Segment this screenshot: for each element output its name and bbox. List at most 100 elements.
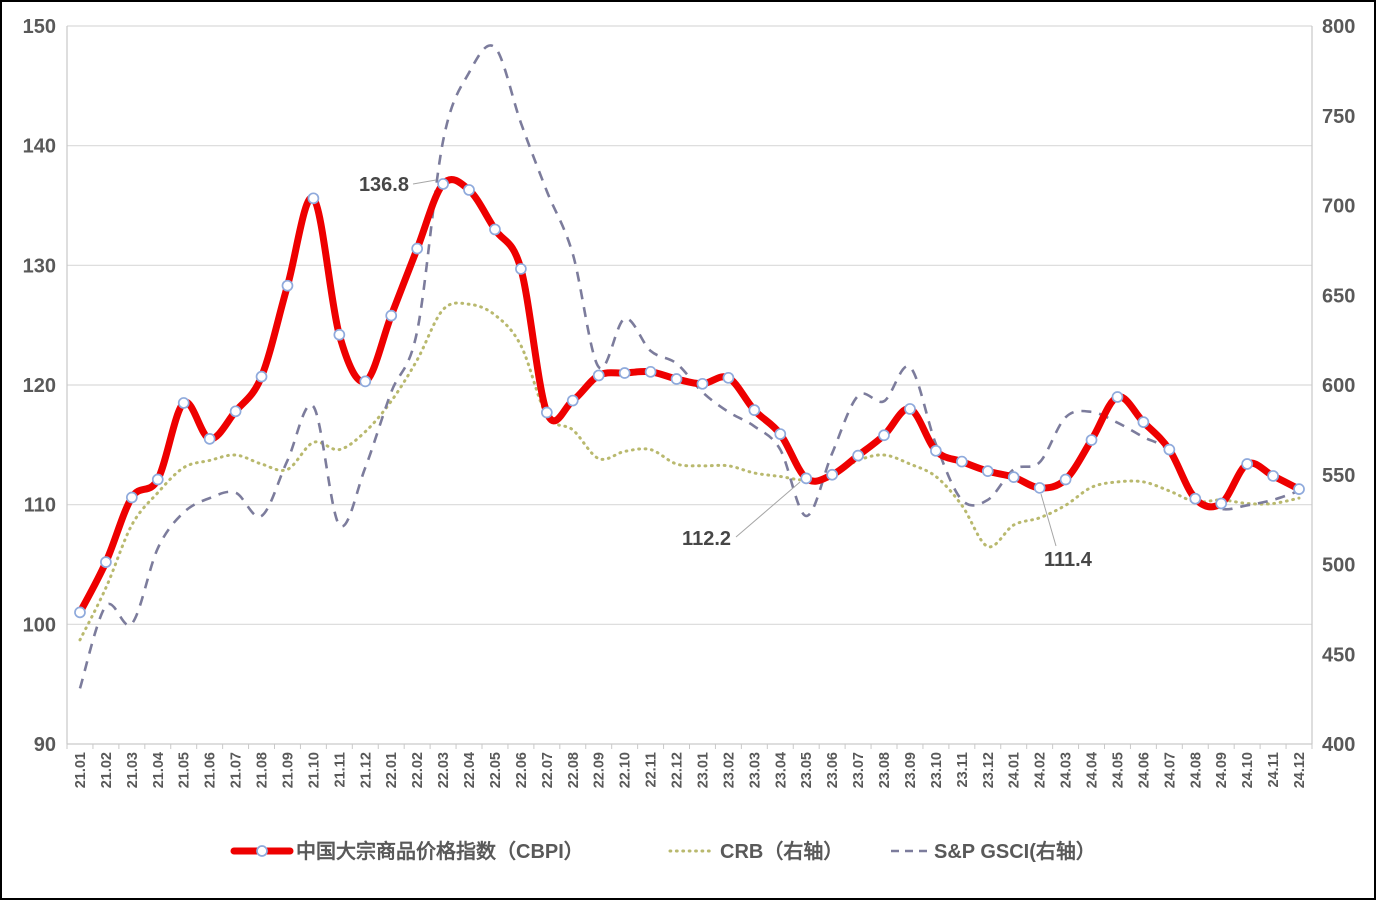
annotation-label: 111.4 bbox=[1044, 549, 1093, 571]
cbpi-marker bbox=[359, 375, 372, 388]
cbpi-marker bbox=[904, 403, 916, 415]
legend-label-gsci: S&P GSCI(右轴） bbox=[934, 839, 1096, 863]
x-axis-tick-label: 22.03 bbox=[436, 752, 452, 788]
y-axis-right-tick-label: 700 bbox=[1322, 196, 1355, 218]
cbpi-marker bbox=[1085, 434, 1098, 446]
cbpi-marker bbox=[385, 309, 398, 322]
x-axis-tick-label: 22.04 bbox=[462, 752, 478, 788]
x-axis-tick-label: 23.03 bbox=[747, 752, 763, 788]
cbpi-marker bbox=[878, 429, 890, 442]
x-axis-tick-label: 24.04 bbox=[1085, 752, 1101, 788]
x-axis-tick-label: 21.06 bbox=[203, 752, 219, 788]
x-axis-tick-label: 21.11 bbox=[332, 752, 348, 788]
x-axis-tick-label: 23.02 bbox=[721, 752, 737, 788]
x-axis-tick-label: 23.09 bbox=[903, 752, 919, 788]
left-axis-labels: 90 100 110 120 130 140 150 bbox=[23, 16, 56, 756]
cbpi-marker bbox=[540, 406, 553, 419]
y-axis-left-tick-label: 150 bbox=[23, 16, 56, 38]
cbpi-marker bbox=[100, 556, 112, 568]
x-axis-tick-label: 23.12 bbox=[981, 752, 997, 788]
x-axis-tick-label: 21.02 bbox=[99, 752, 115, 788]
x-axis-tick-label: 21.10 bbox=[306, 752, 322, 788]
cbpi-marker bbox=[437, 178, 449, 190]
cbpi-marker bbox=[489, 223, 501, 236]
cbpi-marker bbox=[177, 397, 190, 409]
x-axis-tick-label: 22.10 bbox=[618, 752, 634, 788]
cbpi-marker bbox=[1163, 443, 1176, 456]
y-axis-right-tick-label: 800 bbox=[1322, 16, 1355, 38]
cbpi-marker bbox=[644, 365, 657, 378]
cbpi-marker bbox=[748, 404, 761, 416]
y-axis-right-tick-label: 450 bbox=[1322, 644, 1355, 666]
legend-label-crb: CRB（右轴） bbox=[720, 839, 843, 863]
y-axis-left-tick-label: 90 bbox=[34, 734, 56, 756]
cbpi-marker bbox=[463, 184, 475, 196]
cbpi-marker bbox=[566, 394, 579, 407]
x-axis-tick-label: 23.10 bbox=[929, 752, 945, 788]
cbpi-marker bbox=[333, 328, 346, 341]
cbpi-marker bbox=[592, 369, 605, 382]
legend-item-gsci: S&P GSCI(右轴） bbox=[891, 839, 1096, 863]
x-axis-tick-label: 21.04 bbox=[151, 752, 167, 788]
cbpi-marker bbox=[852, 449, 864, 462]
x-axis-tick-label: 23.04 bbox=[773, 752, 789, 788]
cbpi-marker bbox=[1111, 391, 1124, 403]
right-axis-labels: 400 450 500 550 600 650 700 750 800 bbox=[1322, 16, 1355, 756]
y-axis-right-tick-label: 400 bbox=[1322, 734, 1355, 756]
legend-item-cbpi: 中国大宗商品价格指数（CBPI） bbox=[230, 839, 584, 863]
cbpi-marker bbox=[151, 473, 164, 486]
x-axis-tick-label: 21.12 bbox=[358, 752, 374, 788]
x-axis-tick-label: 24.07 bbox=[1162, 752, 1178, 788]
cbpi-marker bbox=[1215, 497, 1228, 510]
x-axis-tick-label: 23.01 bbox=[695, 752, 711, 788]
x-axis-tick-label: 24.01 bbox=[1007, 752, 1023, 788]
annotation-leader bbox=[735, 481, 801, 538]
x-axis-tick-label: 24.03 bbox=[1059, 752, 1075, 788]
cbpi-legend-marker bbox=[256, 845, 268, 857]
cbpi-marker bbox=[774, 428, 787, 440]
y-axis-left-tick-label: 100 bbox=[23, 614, 56, 636]
y-axis-left-tick-label: 110 bbox=[24, 495, 56, 517]
x-axis-tick-label: 23.07 bbox=[851, 752, 867, 788]
gsci-line bbox=[78, 44, 1300, 689]
cbpi-marker bbox=[1241, 458, 1254, 470]
cbpi-marker bbox=[618, 367, 631, 379]
x-axis-tick-label: 23.08 bbox=[877, 752, 893, 788]
cbpi-marker bbox=[800, 472, 813, 485]
cbpi-marker bbox=[696, 377, 709, 390]
x-axis-labels: 21.01 21.02 21.03 21.04 21.05 21.06 21.07 21.08… bbox=[73, 752, 1308, 788]
x-axis-tick-label: 24.05 bbox=[1110, 752, 1126, 788]
x-axis-tick-label: 22.05 bbox=[488, 752, 504, 788]
x-axis-tick-label: 22.12 bbox=[670, 752, 686, 788]
cbpi-marker bbox=[255, 370, 268, 383]
cbpi-marker bbox=[203, 433, 216, 445]
cbpi-marker bbox=[1293, 483, 1305, 495]
legend-item-crb: CRB（右轴） bbox=[668, 839, 843, 863]
cbpi-marker bbox=[670, 373, 683, 385]
cbpi-marker bbox=[826, 468, 839, 481]
x-axis-tick-label: 21.03 bbox=[125, 752, 141, 788]
cbpi-marker bbox=[1189, 492, 1202, 505]
y-axis-right-tick-label: 650 bbox=[1322, 285, 1355, 307]
annotation-leader bbox=[1040, 493, 1057, 547]
y-axis-left-tick-label: 120 bbox=[23, 375, 56, 397]
x-axis-tick-label: 24.12 bbox=[1292, 752, 1308, 788]
x-axis-tick-label: 21.09 bbox=[280, 752, 296, 788]
cbpi-marker bbox=[307, 192, 320, 205]
y-axis-right-tick-label: 750 bbox=[1322, 106, 1355, 128]
x-axis-tick-label: 24.09 bbox=[1214, 752, 1230, 788]
cbpi-marker bbox=[515, 263, 527, 275]
x-axis-tick-label: 22.08 bbox=[566, 752, 582, 788]
cbpi-marker bbox=[74, 606, 86, 619]
x-axis-tick-label: 21.07 bbox=[229, 752, 245, 788]
legend: 中国大宗商品价格指数（CBPI） CRB（右轴） S&P GSCI(右轴） bbox=[230, 839, 1096, 863]
cbpi-marker bbox=[125, 491, 138, 504]
annotation-label: 112.2 bbox=[682, 528, 731, 550]
gridlines bbox=[66, 25, 1313, 749]
x-axis-tick-label: 22.11 bbox=[644, 752, 660, 788]
annotations: 136.8 112.2 111.4 bbox=[359, 174, 1093, 571]
cbpi-marker bbox=[1059, 473, 1072, 486]
x-axis-tick-label: 22.02 bbox=[410, 752, 426, 788]
